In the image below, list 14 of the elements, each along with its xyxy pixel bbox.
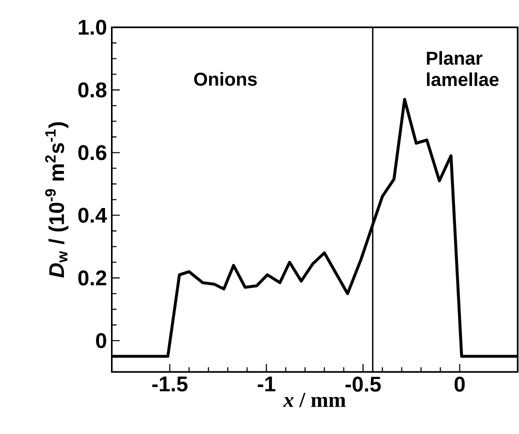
y-tick-label: 0.8 bbox=[78, 82, 106, 98]
annotation: Planar lamellae bbox=[426, 51, 499, 86]
y-tick-label: 0.6 bbox=[78, 145, 106, 160]
x-tick-label: -0.5 bbox=[346, 376, 381, 392]
annotation: Onions bbox=[194, 72, 257, 86]
x-axis-title: x / mm bbox=[283, 392, 346, 408]
y-tick-label: 0.4 bbox=[78, 208, 107, 223]
text: D$_{w}$ / (10$^{-9}$ m$^{2}$s$^{-1}$) bbox=[45, 122, 68, 278]
x-tick-label: -1 bbox=[258, 376, 276, 392]
y-tick-label: 1.0 bbox=[78, 20, 106, 35]
y-tick-label: 0 bbox=[96, 333, 106, 348]
y-tick-label: 0.2 bbox=[78, 270, 106, 286]
x-tick-label: -1.5 bbox=[152, 376, 188, 392]
x-tick-label: 0 bbox=[454, 376, 465, 392]
